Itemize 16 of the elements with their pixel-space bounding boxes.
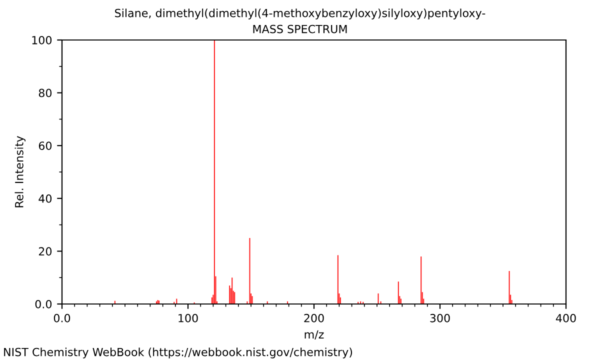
y-tick-label: 40 xyxy=(38,194,52,203)
chart-subtitle: MASS SPECTRUM xyxy=(253,24,347,34)
x-tick-label: 400 xyxy=(556,314,576,322)
x-axis-title: m/z xyxy=(304,330,324,340)
x-tick-label: 300 xyxy=(430,314,450,322)
x-tick-label: 100 xyxy=(178,314,198,322)
y-axis-title: Rel. Intensity xyxy=(14,136,26,208)
x-tick-label: 200 xyxy=(304,314,324,322)
y-tick-label: 0.0 xyxy=(35,300,52,308)
chart-title: Silane, dimethyl(dimethyl(4-methoxybenzyloxy)silyloxy)pentyloxy- xyxy=(115,8,486,20)
x-tick-label: 0.0 xyxy=(54,314,70,322)
y-tick-label: 60 xyxy=(38,142,52,150)
y-tick-label: 80 xyxy=(38,88,52,98)
y-tick-label: 100 xyxy=(32,36,52,44)
text: NIST Chemistry WebBook (https://webbook.nist.gov/chemistry) xyxy=(4,348,352,358)
y-tick-label: 20 xyxy=(38,247,52,256)
